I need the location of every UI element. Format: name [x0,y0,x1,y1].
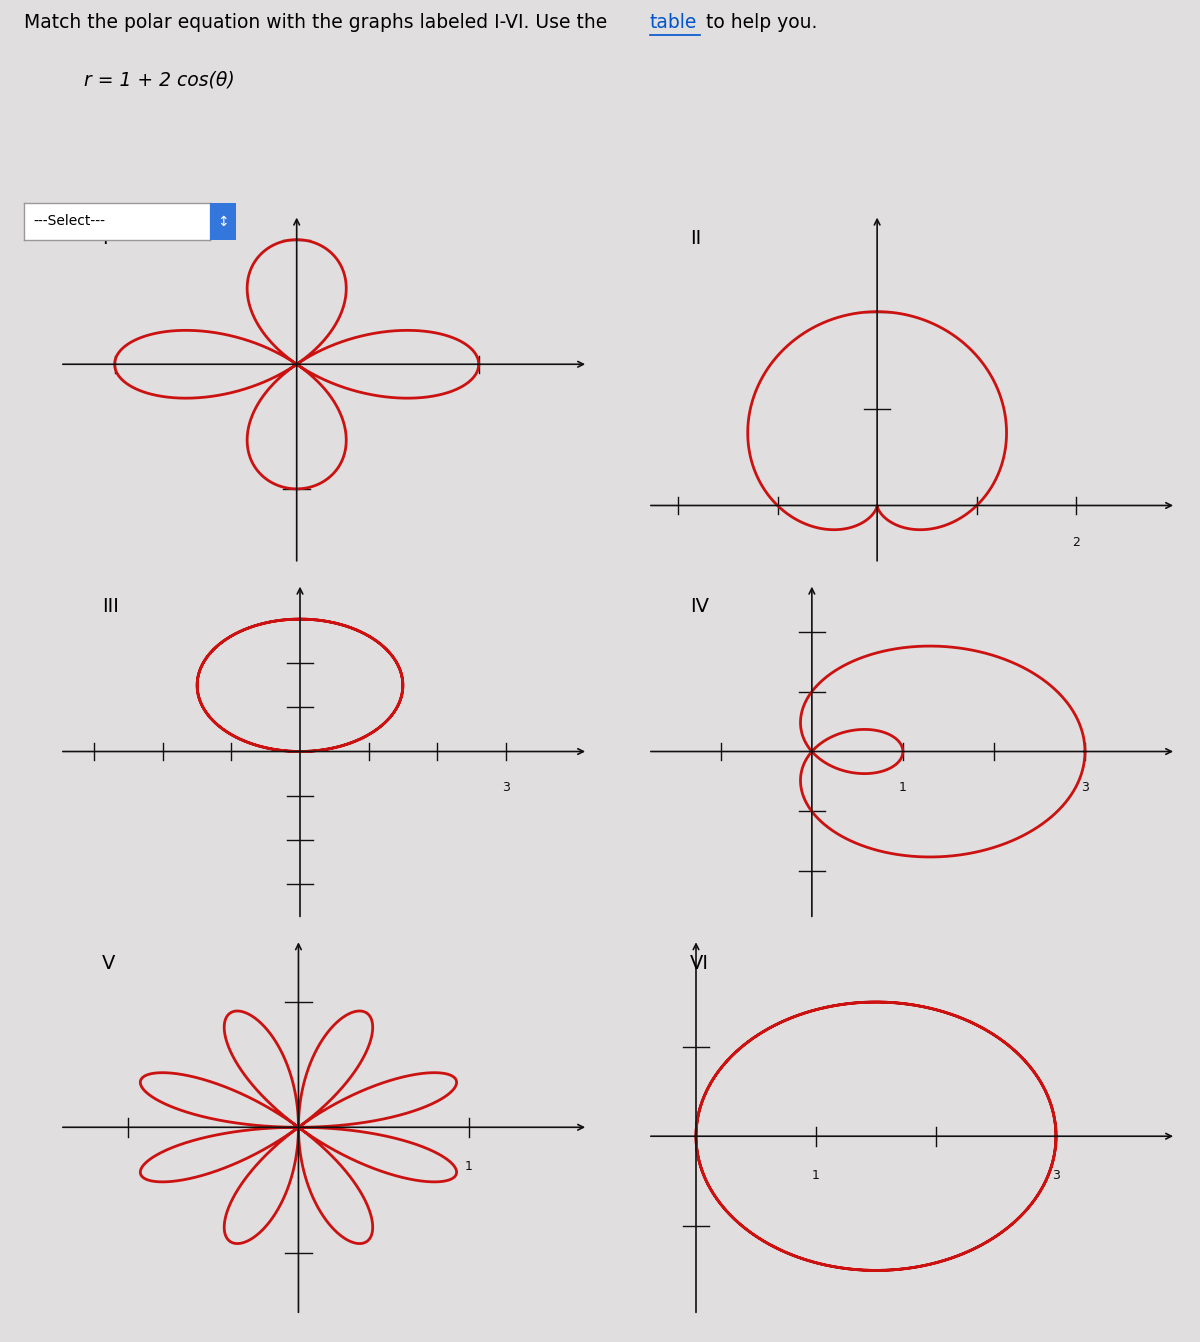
Text: III: III [102,597,119,616]
Text: 2: 2 [1073,535,1080,549]
Text: II: II [690,228,702,248]
Text: ↕: ↕ [217,215,229,228]
Text: 1: 1 [899,781,907,794]
Text: 3: 3 [1052,1169,1060,1182]
Text: IV: IV [690,597,709,616]
Text: r = 1 + 2 cos(θ): r = 1 + 2 cos(θ) [84,70,235,90]
Text: ---Select---: ---Select--- [34,215,106,228]
Text: 3: 3 [502,781,510,794]
Text: I: I [102,228,108,248]
Text: 3: 3 [1081,781,1088,794]
Text: V: V [102,954,115,973]
Text: VI: VI [690,954,709,973]
Text: Match the polar equation with the graphs labeled I-VI. Use the: Match the polar equation with the graphs… [24,13,613,32]
Text: table: table [650,13,697,32]
Text: to help you.: to help you. [700,13,817,32]
Text: 1: 1 [464,1159,473,1173]
Text: 1: 1 [812,1169,820,1182]
